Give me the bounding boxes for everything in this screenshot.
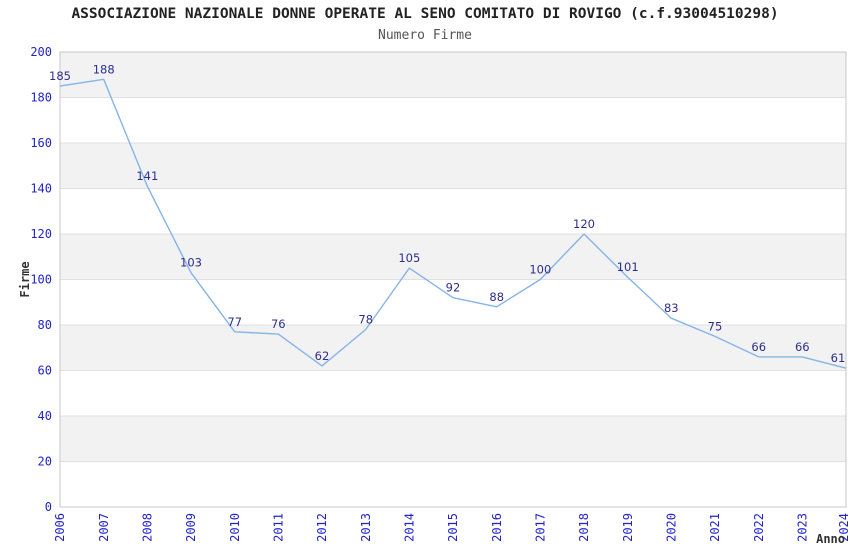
data-label: 103 — [180, 256, 202, 270]
x-tick-label: 2006 — [53, 513, 67, 542]
data-label: 100 — [529, 263, 551, 277]
y-tick-label: 100 — [30, 273, 52, 287]
data-label: 141 — [136, 169, 158, 183]
x-tick-label: 2009 — [184, 513, 198, 542]
x-tick-label: 2013 — [359, 513, 373, 542]
y-tick-label: 180 — [30, 91, 52, 105]
x-tick-label: 2019 — [621, 513, 635, 542]
data-line-numero-firme — [59, 78, 847, 369]
chart-title: ASSOCIAZIONE NAZIONALE DONNE OPERATE AL … — [71, 6, 779, 22]
y-tick-label: 80 — [38, 318, 52, 332]
y-tick-label: 20 — [38, 455, 52, 469]
data-label: 120 — [573, 217, 595, 231]
x-axis-title: Anno — [816, 532, 845, 546]
data-label: 66 — [795, 340, 810, 354]
x-tick-label: 2012 — [315, 513, 329, 542]
x-tick-label: 2022 — [752, 513, 766, 542]
y-tick-label: 40 — [38, 409, 52, 423]
x-tick-label: 2014 — [403, 513, 417, 542]
data-label: 77 — [227, 315, 242, 329]
data-label: 76 — [271, 317, 286, 331]
x-tick-label: 2021 — [708, 513, 722, 542]
data-label: 61 — [831, 351, 846, 365]
data-label: 88 — [489, 290, 504, 304]
x-tick-label: 2015 — [446, 513, 460, 542]
data-label: 75 — [708, 319, 723, 333]
data-label: 105 — [398, 251, 420, 265]
x-tick-label: 2024 — [837, 513, 850, 542]
grid-lines — [60, 97, 846, 462]
x-tick-label: 2010 — [228, 513, 242, 542]
data-label: 78 — [358, 313, 373, 327]
chart-subtitle: Numero Firme — [378, 28, 472, 43]
data-label: 92 — [446, 281, 461, 295]
x-axis-ticks: 2006 2007 2008 2009 2010 2011 2012 2013 2014 2015… — [53, 513, 850, 542]
y-tick-label: 140 — [30, 182, 52, 196]
plot-border — [59, 51, 847, 508]
x-tick-label: 2020 — [665, 513, 679, 542]
y-axis-ticks: 0 20 40 60 80 100 120 140 160 180 200 — [30, 45, 52, 514]
x-tick-label: 2017 — [534, 513, 548, 542]
data-label: 62 — [315, 349, 330, 363]
x-tick-label: 2023 — [796, 513, 810, 542]
y-axis-title: Firme — [18, 261, 32, 297]
data-labels: 185 188 141 103 77 76 62 78 105 92 88 100 120 101 83 75… — [49, 62, 845, 365]
data-label: 188 — [93, 62, 115, 76]
y-tick-label: 160 — [30, 136, 52, 150]
x-tick-label: 2018 — [577, 513, 591, 542]
data-label: 101 — [617, 260, 639, 274]
x-tick-label: 2016 — [490, 513, 504, 542]
y-tick-label: 0 — [45, 500, 52, 514]
x-tick-label: 2008 — [141, 513, 155, 542]
plot-bands — [60, 52, 846, 462]
data-label: 66 — [751, 340, 766, 354]
x-tick-label: 2007 — [97, 513, 111, 542]
data-label: 83 — [664, 301, 679, 315]
y-tick-label: 60 — [38, 364, 52, 378]
x-tick-label: 2011 — [272, 513, 286, 542]
data-label: 185 — [49, 69, 71, 83]
y-tick-label: 120 — [30, 227, 52, 241]
y-tick-label: 200 — [30, 45, 52, 59]
